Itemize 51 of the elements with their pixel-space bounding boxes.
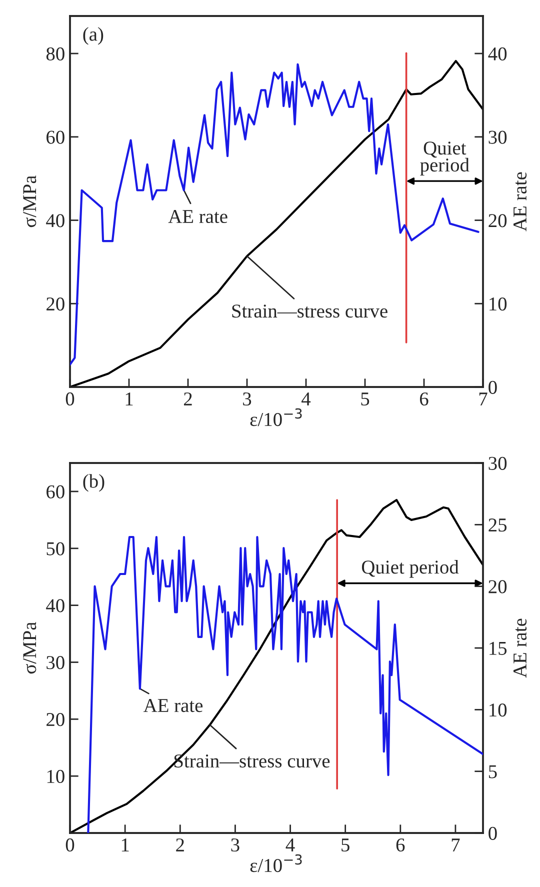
y-tick-label: 50 xyxy=(46,542,64,556)
y-tick-label: 80 xyxy=(46,47,64,60)
x-tick-label: 6 xyxy=(420,392,428,406)
x-tick-label: 2 xyxy=(184,392,192,406)
x-tick-label: 0 xyxy=(66,838,74,852)
series-label: Strain—stress curve xyxy=(232,304,388,318)
y2-tick-label: 20 xyxy=(488,580,507,594)
x-tick-label: 3 xyxy=(243,392,252,406)
y-tick-label: 60 xyxy=(46,130,64,144)
y2-axis-title: AE rate xyxy=(514,172,527,232)
x-tick-label: 7 xyxy=(479,392,488,406)
annotation: Quiet period xyxy=(362,560,459,578)
y2-tick-label: 40 xyxy=(488,47,507,60)
x-tick-label: 2 xyxy=(176,838,184,852)
x-tick-label: 4 xyxy=(286,838,295,852)
y-tick-label: 30 xyxy=(46,656,64,670)
y-tick-label: 20 xyxy=(46,712,64,726)
x-tick-label: 5 xyxy=(361,392,370,406)
x-tick-label: 3 xyxy=(231,838,240,852)
y-tick-label: 60 xyxy=(46,485,64,498)
text: (b) xyxy=(83,474,104,492)
x-tick-label: 4 xyxy=(302,392,311,406)
y-axis-title: σ/MPa xyxy=(23,175,36,228)
y-tick-label: 40 xyxy=(46,599,64,612)
y2-tick-label: 5 xyxy=(488,765,497,778)
text: (a) xyxy=(83,27,104,45)
y2-tick-label: 10 xyxy=(490,297,507,311)
y2-tick-label: 0 xyxy=(488,826,497,840)
y2-tick-label: 20 xyxy=(488,214,507,228)
x-axis-title: ε/10$^{−3}$ xyxy=(250,854,302,872)
annotation: Quiet period xyxy=(420,142,470,176)
x-tick-label: 0 xyxy=(66,392,74,406)
y2-tick-label: 10 xyxy=(490,703,507,717)
y2-axis-title: AE rate xyxy=(514,618,527,678)
x-tick-label: 6 xyxy=(396,838,405,852)
y2-tick-label: 15 xyxy=(490,642,507,655)
y-tick-label: 20 xyxy=(46,297,64,311)
x-tick-label: 1 xyxy=(122,838,129,852)
y2-tick-label: 0 xyxy=(488,380,497,394)
y-axis-title: σ/MPa xyxy=(23,622,36,674)
series-label: AE rate xyxy=(168,210,228,224)
y-tick-label: 40 xyxy=(46,214,64,228)
x-tick-label: 1 xyxy=(126,392,133,406)
y2-tick-label: 25 xyxy=(488,518,507,532)
y2-tick-label: 30 xyxy=(488,456,507,470)
y2-tick-label: 30 xyxy=(488,130,507,144)
x-tick-label: 5 xyxy=(342,838,350,852)
x-tick-label: 7 xyxy=(452,838,460,852)
x-axis-title: ε/10$^{−3}$ xyxy=(250,408,302,426)
series-label: AE rate xyxy=(143,699,203,712)
y-tick-label: 10 xyxy=(47,770,64,784)
